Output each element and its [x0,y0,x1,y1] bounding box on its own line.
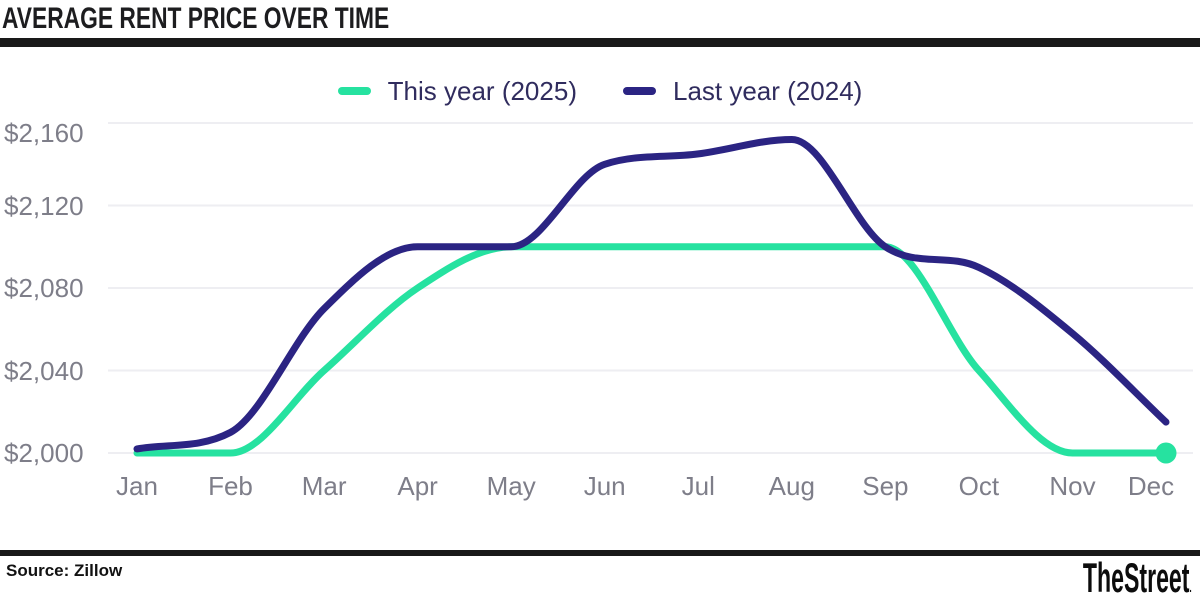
source-attribution: Source: Zillow [6,561,123,580]
legend-label-last-year: Last year (2024) [672,75,863,106]
y-axis-tick-label: $2,040 [4,355,84,386]
x-axis-tick-label: Jun [583,471,626,501]
x-axis-tick-label: Mar [301,471,347,501]
x-axis-tick-label: Nov [1049,471,1096,501]
thestreet-logo: TheStreet. [1083,556,1192,604]
y-axis-tick-label: $2,000 [4,438,84,468]
y-axis-tick-label: $2,160 [4,118,84,148]
x-axis-tick-label: Apr [397,471,438,501]
y-axis-tick-label: $2,080 [4,273,84,303]
chart-legend: This year (2025) Last year (2024) [0,74,1200,108]
x-axis-tick-label: Sep [862,471,909,501]
x-axis-tick-label: May [486,471,536,501]
legend-label-this-year: This year (2025) [387,75,577,106]
x-axis-tick-label: Aug [768,471,815,501]
series-line-this-year [133,243,1170,457]
page-title: AVERAGE RENT PRICE OVER TIME [2,2,390,35]
series-end-dot [1155,442,1177,464]
title-divider-bar [0,38,1200,47]
thestreet-logo-text: TheStreet [1083,554,1190,601]
x-axis-tick-label: Jul [681,471,715,501]
x-axis-tick-label: Oct [958,471,1000,501]
footer-divider-bar [0,550,1200,556]
x-axis-tick-label: Jan [116,471,158,501]
legend-swatch-this-year [337,87,371,95]
series-line-last-year [133,136,1170,453]
legend-swatch-last-year [622,87,656,95]
x-axis-tick-label: Feb [208,471,253,501]
y-axis-tick-label: $2,120 [4,190,84,221]
x-axis-tick-label: Dec [1127,471,1175,501]
thestreet-logo-dot: . [1189,579,1192,595]
legend-item-last-year: Last year (2024) [622,75,863,107]
legend-item-this-year: This year (2025) [337,75,577,107]
